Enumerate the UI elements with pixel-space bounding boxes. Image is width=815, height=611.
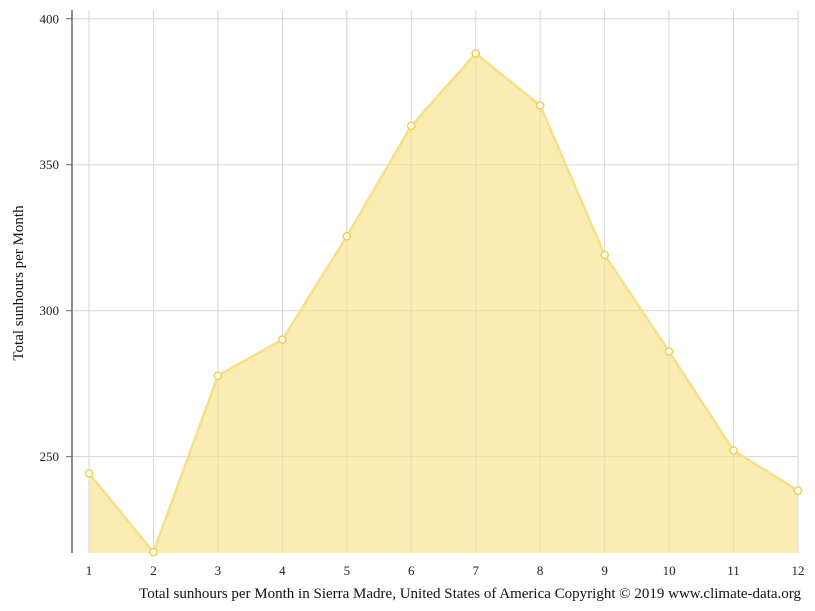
data-point[interactable] — [471, 49, 481, 58]
x-tick-label: 12 — [792, 563, 805, 578]
y-tick-label: 400 — [40, 11, 60, 26]
data-points — [84, 49, 803, 557]
series-line — [88, 51, 799, 555]
x-tick-label: 2 — [150, 563, 157, 578]
data-point[interactable] — [149, 547, 158, 557]
data-point[interactable] — [535, 101, 545, 110]
series-area — [89, 53, 798, 553]
x-tick-label: 9 — [601, 563, 608, 578]
data-point[interactable] — [278, 335, 287, 344]
chart-caption: Total sunhours per Month in Sierra Madre… — [139, 586, 801, 602]
data-point[interactable] — [600, 250, 609, 260]
x-tick-label: 11 — [727, 563, 740, 578]
x-tick-label: 3 — [215, 563, 222, 578]
area-layer — [88, 51, 799, 555]
x-tick-label: 6 — [408, 563, 415, 578]
data-point[interactable] — [664, 347, 674, 356]
y-tick-label: 350 — [40, 157, 60, 172]
data-point[interactable] — [342, 231, 352, 241]
y-tick-label: 250 — [40, 449, 60, 464]
data-point[interactable] — [793, 486, 803, 495]
x-tick-label: 7 — [472, 563, 479, 578]
data-point[interactable] — [84, 468, 94, 478]
x-tick-label: 8 — [537, 563, 544, 578]
y-tick-labels: 400 350 300 250 — [40, 11, 72, 464]
data-point[interactable] — [213, 371, 223, 381]
data-point[interactable] — [406, 121, 416, 131]
x-tick-label: 4 — [279, 563, 286, 578]
x-tick-labels: 1 2 3 4 5 6 7 8 9 10 11 12 — [86, 563, 805, 578]
x-tick-label: 1 — [86, 563, 93, 578]
y-tick-label: 300 — [40, 303, 60, 318]
x-tick-label: 10 — [663, 563, 676, 578]
x-tick-label: 5 — [344, 563, 351, 578]
data-point[interactable] — [729, 446, 738, 455]
y-axis-title: Total sunhours per Month — [11, 205, 27, 361]
